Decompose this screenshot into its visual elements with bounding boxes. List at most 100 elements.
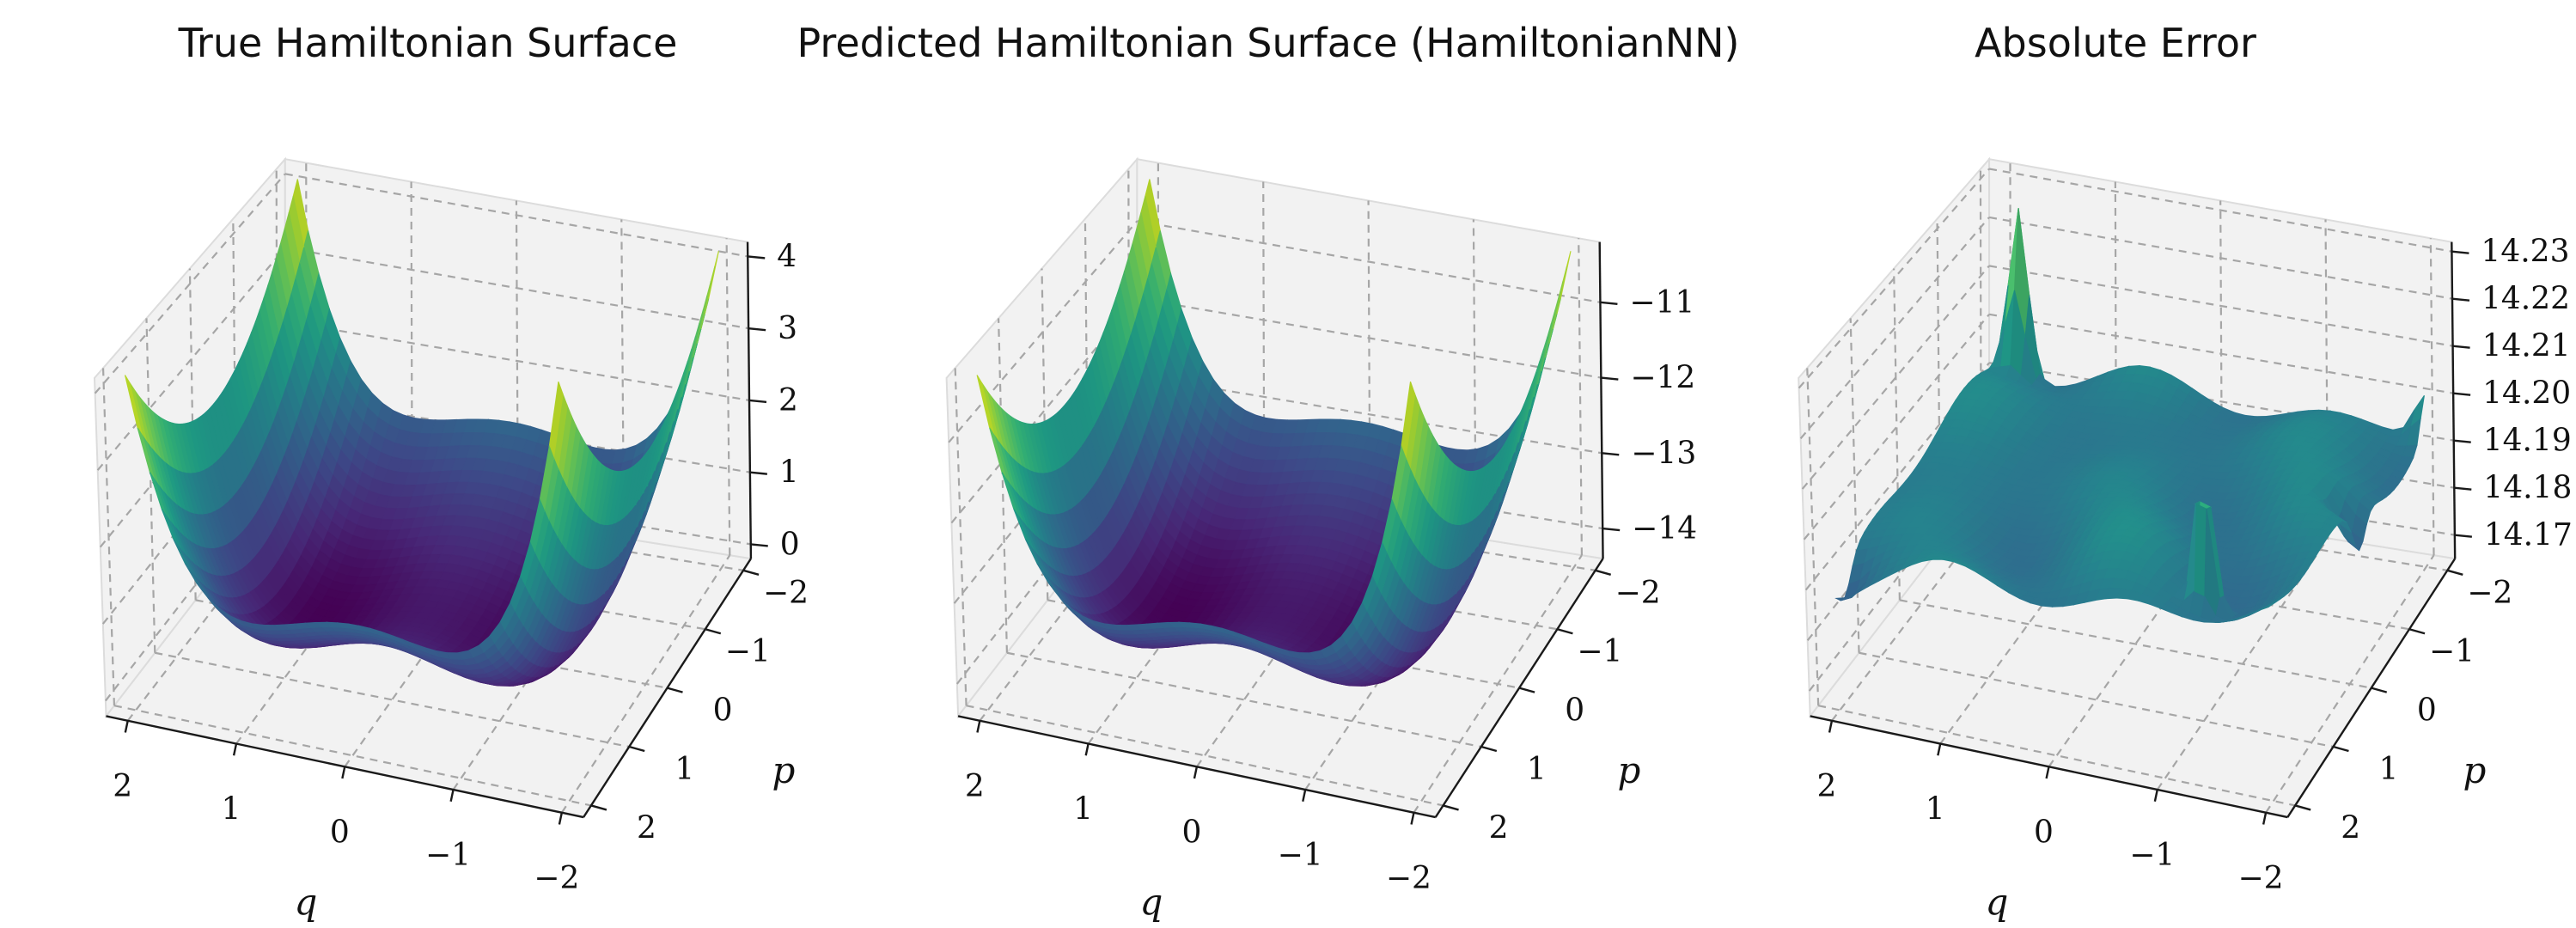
floor-grid-line	[966, 705, 1444, 807]
surface-plot	[124, 179, 719, 687]
chart-title: Predicted Hamiltonian Surface (Hamiltoni…	[797, 20, 1740, 66]
back-grid-line	[1137, 297, 1602, 379]
back-grid-line	[1367, 200, 1371, 522]
x-tick-label: 1	[222, 792, 241, 827]
x-tick-label: 2	[965, 769, 985, 804]
true-hamiltonian-panel: True Hamiltonian Surface 210−1−2 −2−1012…	[93, 20, 809, 923]
z-tick-label: 0	[780, 527, 800, 562]
left-grid-line	[954, 368, 968, 706]
x-tick-mark	[976, 720, 981, 733]
z-tick-label: 4	[777, 239, 797, 274]
z-tick-mark	[748, 327, 766, 332]
back-grid-line	[1262, 181, 1266, 505]
left-grid-line	[948, 220, 1138, 443]
z-tick-label: −12	[1630, 361, 1695, 396]
y-tick-mark	[1595, 569, 1612, 576]
y-tick-mark	[742, 569, 760, 576]
x-axis-line	[106, 715, 584, 819]
x-tick-mark	[232, 743, 238, 756]
x-tick-label: 2	[1817, 769, 1837, 804]
x-tick-mark	[1410, 812, 1415, 825]
back-grid-line	[1472, 219, 1477, 539]
y-axis-ticks: −2 −1 012	[590, 569, 809, 846]
left-grid-line	[955, 452, 1138, 685]
y-tick-mark	[1518, 687, 1535, 693]
x-tick-label: −2	[1386, 861, 1431, 896]
floor-grid-line	[1006, 651, 1482, 748]
left-grid-line	[145, 318, 156, 653]
z-tick-mark	[748, 255, 766, 259]
y-tick-mark	[590, 804, 607, 811]
floor-grid-line	[126, 486, 308, 722]
z-tick-label: 3	[778, 311, 797, 346]
z-tick-label: −13	[1631, 436, 1696, 471]
back-grid-line	[725, 238, 731, 556]
y-tick-label: 0	[1565, 693, 1584, 729]
z-tick-label: −14	[1632, 511, 1697, 546]
left-grid-line	[96, 247, 286, 471]
chart-title: True Hamiltonian Surface	[178, 20, 678, 66]
z-tick-label: −11	[1629, 285, 1694, 321]
x-axis-label: q	[295, 881, 318, 923]
surface-facet	[445, 652, 463, 660]
back-grid-line	[620, 219, 626, 539]
y-tick-label: −2	[763, 576, 809, 611]
x-tick-mark	[1193, 766, 1199, 779]
y-axis-label: p	[1618, 749, 1641, 791]
y-tick-label: −2	[1615, 576, 1661, 611]
z-tick-mark	[1600, 301, 1618, 306]
y-tick-label: 2	[1489, 810, 1509, 846]
y-tick-mark	[1443, 804, 1459, 811]
back-grid-line	[284, 173, 748, 258]
y-tick-mark	[1480, 745, 1498, 753]
back-grid-line	[284, 247, 749, 330]
left-grid-line	[94, 173, 286, 394]
y-tick-mark	[705, 628, 722, 635]
chart-title: Absolute Error	[1975, 20, 2256, 66]
x-tick-label: 0	[330, 815, 350, 850]
z-tick-label: 1	[779, 455, 799, 491]
z-tick-mark	[1602, 452, 1620, 456]
z-tick-label: 2	[778, 383, 798, 418]
z-tick-mark	[748, 399, 767, 404]
x-tick-mark	[1084, 743, 1090, 756]
x-tick-mark	[1828, 720, 1834, 733]
x-tick-mark	[124, 720, 129, 733]
left-grid-line	[997, 318, 1009, 653]
z-axis-ticks: 0 1 2 3 4	[748, 239, 800, 562]
x-tick-mark	[558, 812, 564, 825]
y-tick-label: 1	[1527, 752, 1547, 787]
predicted-hamiltonian-panel: Predicted Hamiltonian Surface (Hamiltoni…	[797, 20, 1740, 923]
z-tick-mark	[749, 471, 768, 475]
floor-grid-line	[155, 651, 630, 748]
y-tick-label: 0	[713, 693, 733, 729]
y-tick-label: −1	[725, 634, 771, 669]
surface-facet	[261, 624, 279, 631]
y-tick-mark	[1557, 628, 1573, 635]
left-grid-line	[950, 297, 1138, 524]
z-axis-ticks: −11 −12 −13 −14	[1600, 285, 1697, 546]
y-tick-label: 1	[675, 752, 694, 787]
left-grid-line	[953, 375, 1138, 604]
x-tick-label: −1	[425, 838, 471, 873]
y-tick-mark	[628, 745, 645, 753]
x-tick-label: −2	[534, 861, 579, 896]
x-tick-label: 2	[113, 769, 132, 804]
surface-facet	[2204, 621, 2219, 623]
back-grid-line	[284, 321, 750, 401]
surface-plot	[976, 179, 1572, 687]
x-tick-label: 0	[1181, 815, 1201, 850]
y-tick-label: 2	[637, 810, 656, 846]
x-tick-mark	[341, 766, 346, 779]
left-grid-line	[99, 321, 286, 548]
x-axis-ticks: 2 1 0 −1 −2	[113, 720, 579, 896]
x-tick-mark	[1302, 789, 1307, 802]
left-grid-line	[101, 368, 116, 706]
left-grid-line	[101, 394, 286, 625]
x-axis-label: q	[1140, 881, 1163, 923]
back-grid-line	[1137, 375, 1602, 455]
y-axis-label: p	[772, 749, 796, 791]
z-tick-mark	[1602, 527, 1621, 532]
